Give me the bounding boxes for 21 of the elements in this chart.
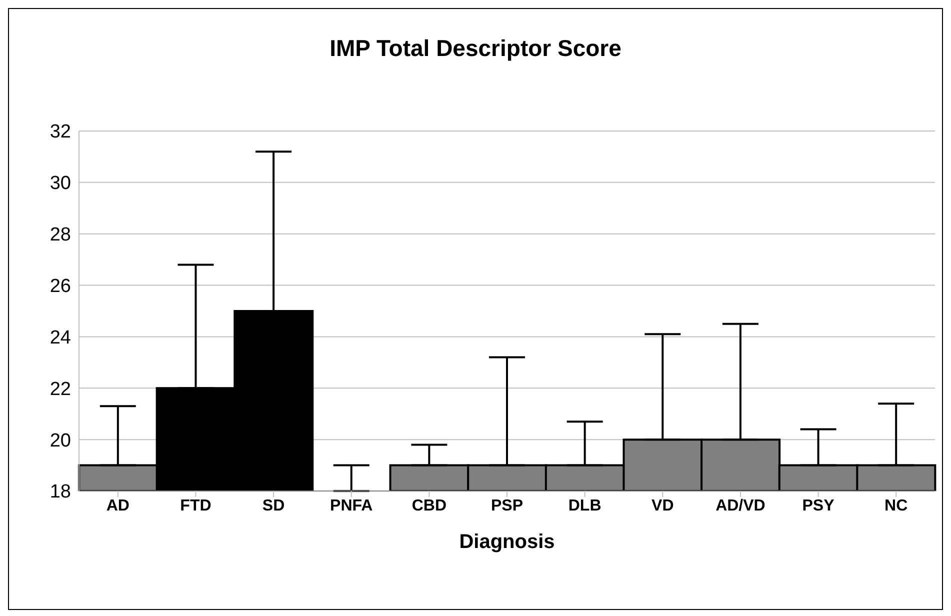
y-tick-label: 18 xyxy=(50,482,71,503)
chart-title: IMP Total Descriptor Score xyxy=(328,35,622,62)
y-tick-label: 24 xyxy=(50,327,72,348)
x-tick-label: NC xyxy=(884,497,908,514)
y-tick-label: 22 xyxy=(50,378,71,400)
y-tick-label: 28 xyxy=(50,224,71,246)
x-tick-label: VD xyxy=(652,497,674,514)
x-tick-label: PNFA xyxy=(330,497,374,514)
x-tick-label: CBD xyxy=(412,497,447,514)
x-tick-label: AD xyxy=(106,497,130,514)
x-axis-title: Diagnosis xyxy=(458,531,556,554)
x-tick-label: AD/VD xyxy=(716,497,766,514)
y-tick-label: 26 xyxy=(50,276,71,298)
y-tick-label: 20 xyxy=(50,430,71,452)
x-tick-label: SD xyxy=(262,497,285,514)
x-tick-label: FTD xyxy=(180,497,212,514)
x-tick-label: PSY xyxy=(802,497,835,514)
y-tick-label: 32 xyxy=(50,122,71,143)
x-tick-label: PSP xyxy=(490,497,524,514)
y-tick-label: 30 xyxy=(50,173,71,194)
x-tick-label: DLB xyxy=(568,497,602,514)
